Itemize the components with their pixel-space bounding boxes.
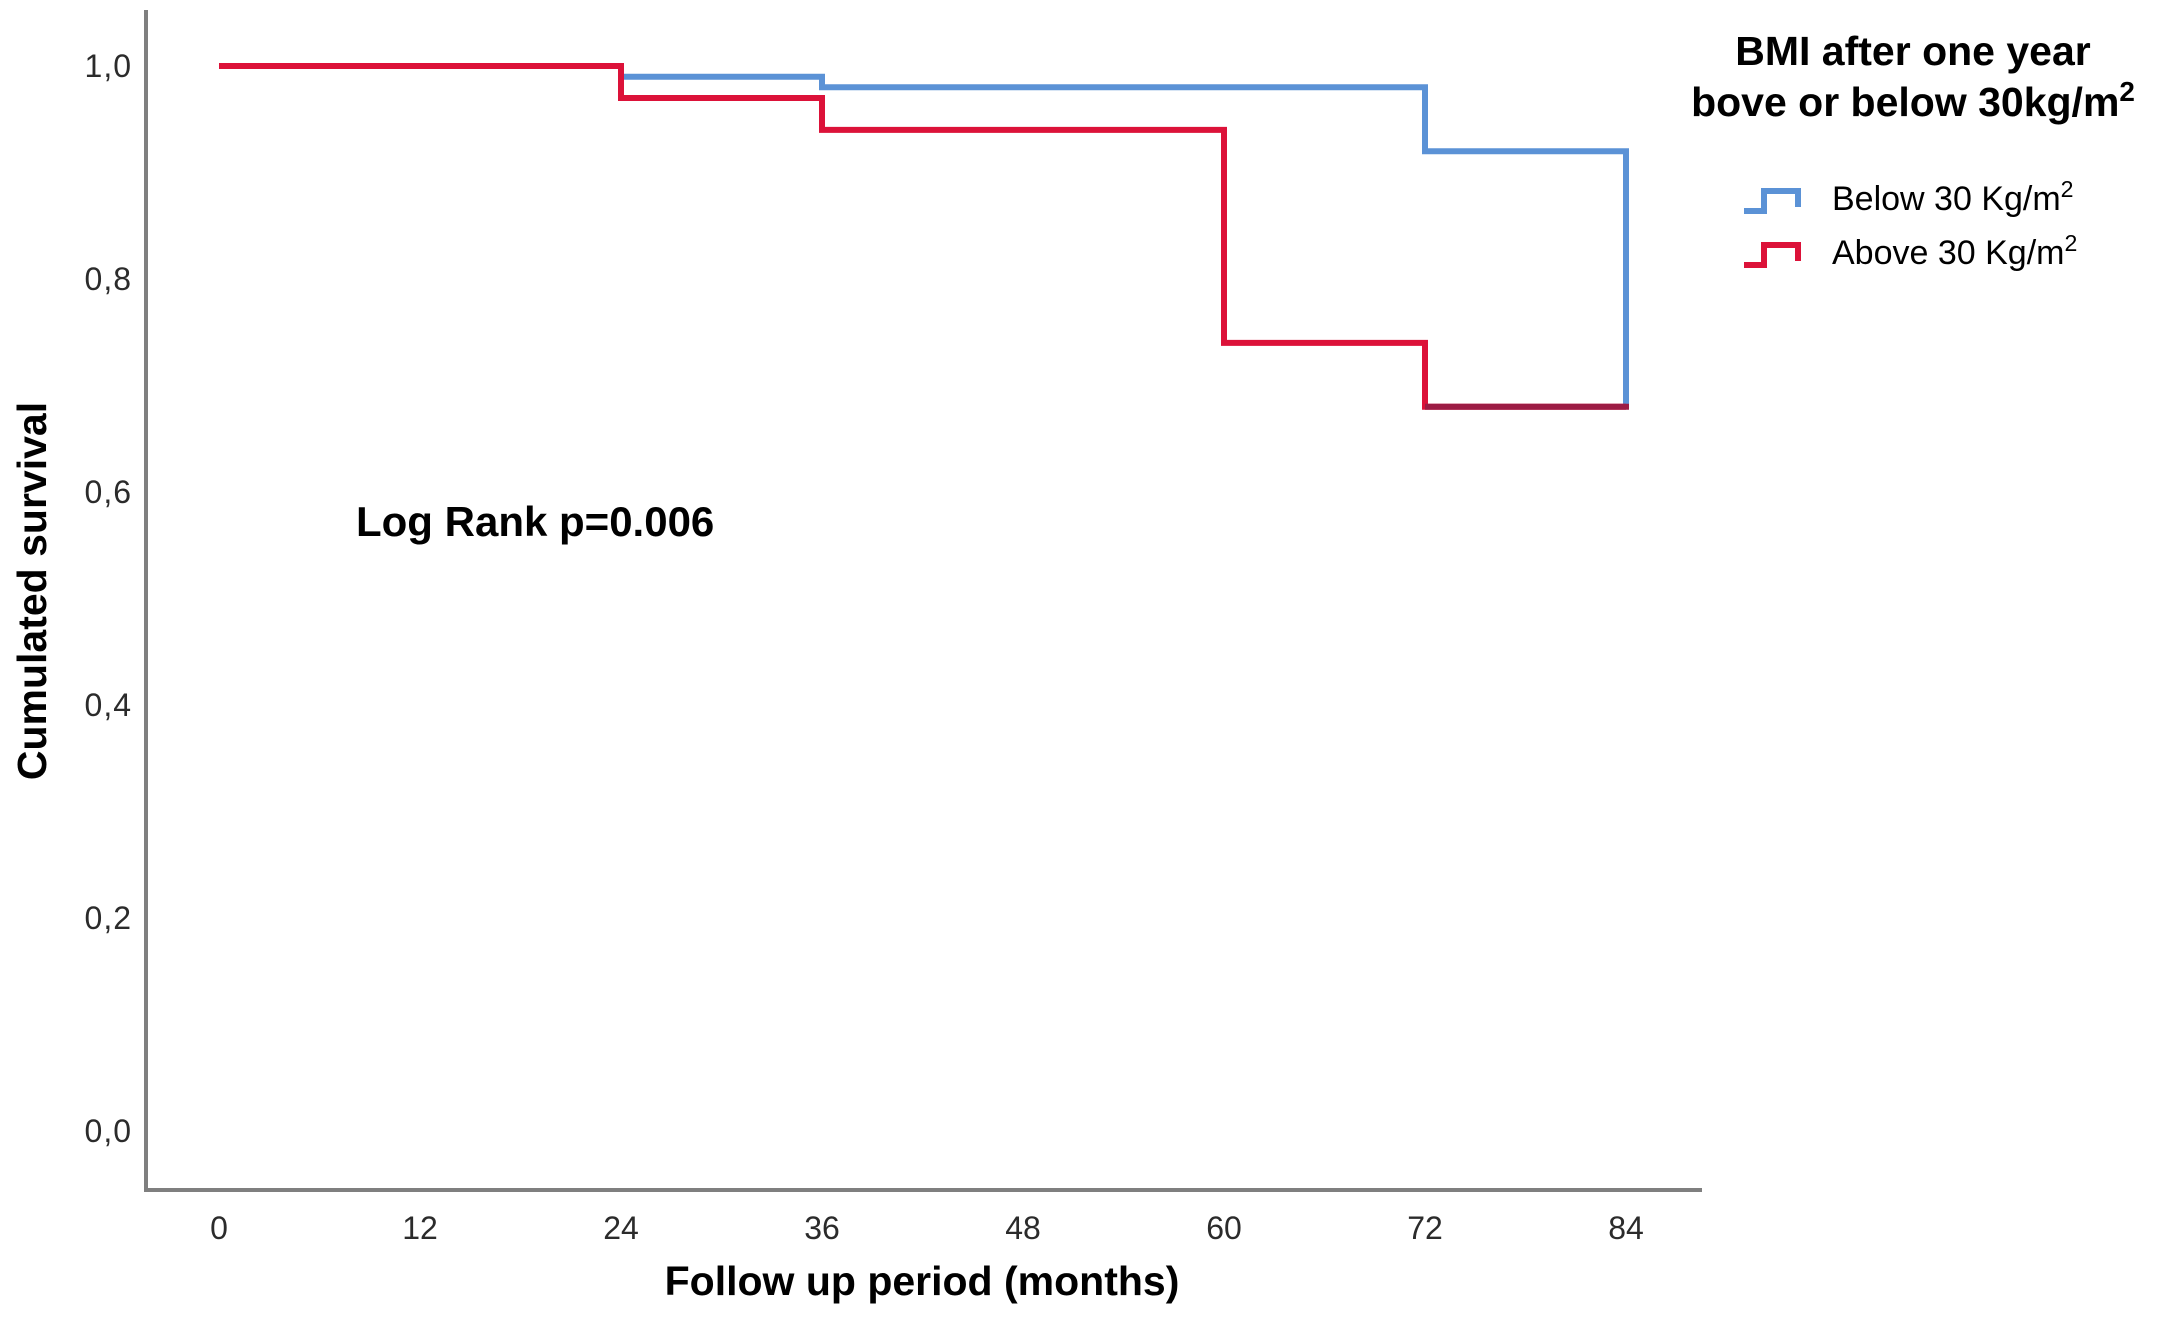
x-tick-72: 72 — [1407, 1210, 1443, 1246]
legend-entry-above_30: Above 30 Kg/m2 — [1742, 229, 2078, 276]
y-tick-0_2: 0,2 — [84, 900, 132, 936]
legend-step-line-icon-below_30 — [1744, 188, 1801, 214]
x-tick-84: 84 — [1608, 1210, 1644, 1246]
legend-entry-below_30: Below 30 Kg/m2 — [1742, 175, 2077, 222]
series-above-30-curve — [219, 63, 1626, 410]
y-tick-0_6: 0,6 — [84, 474, 132, 510]
x-axis-title: Follow up period (months) — [664, 1258, 1180, 1304]
legend-entry-label: Below 30 Kg/m2 — [1832, 175, 2074, 218]
legend-step-line-icon-above_30 — [1744, 242, 1801, 268]
y-tick-0_4: 0,4 — [84, 687, 132, 723]
y-tick-0_0: 0,0 — [84, 1113, 132, 1149]
y-tick-0_8: 0,8 — [84, 261, 132, 297]
series-below-30-curve — [219, 63, 1629, 407]
legend-title-line2: bove or below 30kg/m2 — [1691, 75, 2135, 125]
y-tick-1_0: 1,0 — [84, 48, 132, 84]
x-tick-36: 36 — [804, 1210, 840, 1246]
legend-title-line1: BMI after one year — [1735, 28, 2091, 74]
legend-entries: Below 30 Kg/m2 Above 30 Kg/m2 — [1742, 175, 2078, 286]
x-tick-24: 24 — [603, 1210, 639, 1246]
x-tick-60: 60 — [1206, 1210, 1242, 1246]
x-tick-0: 0 — [210, 1210, 228, 1246]
x-tick-12: 12 — [402, 1210, 438, 1246]
y-axis-title: Cumulated survival — [9, 401, 55, 781]
legend-title: BMI after one year bove or below 30kg/m2 — [1662, 26, 2164, 132]
log-rank-annotation: Log Rank p=0.006 — [356, 498, 715, 545]
legend-entry-label: Above 30 Kg/m2 — [1832, 229, 2078, 272]
x-tick-48: 48 — [1005, 1210, 1041, 1246]
